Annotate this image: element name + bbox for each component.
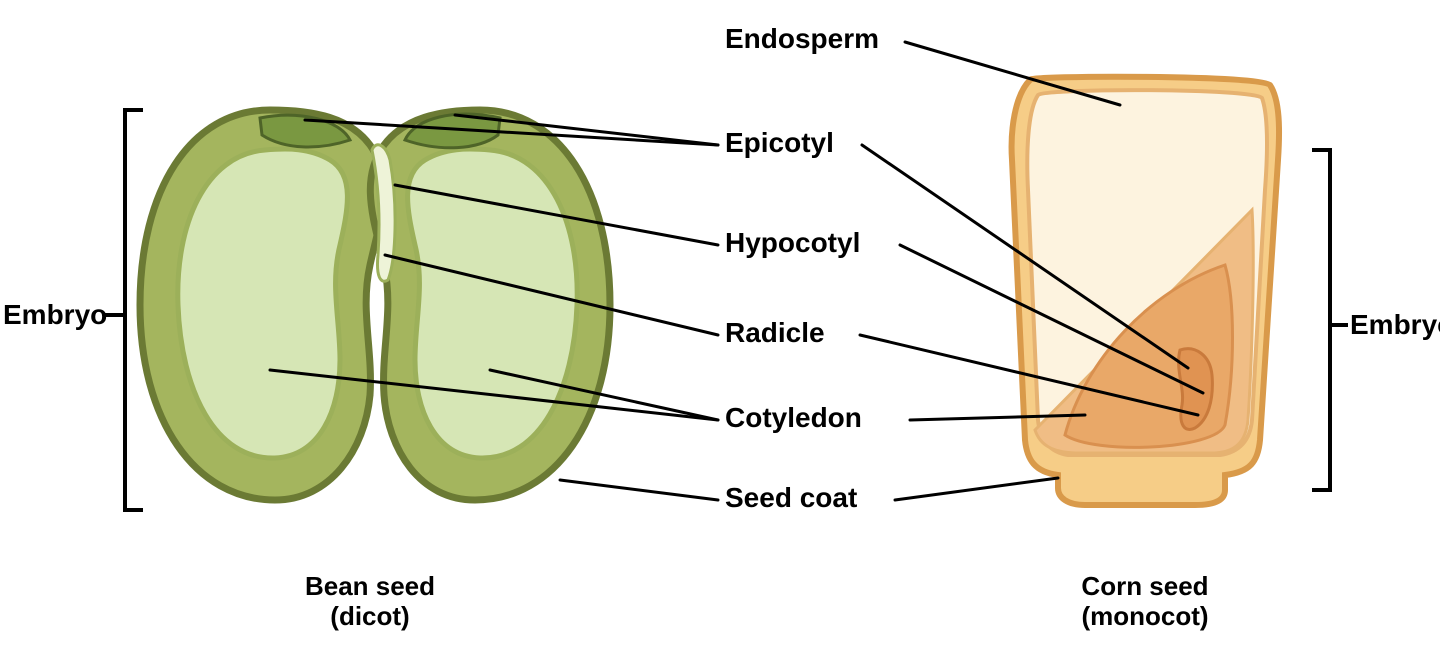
bean-seed <box>140 110 610 500</box>
bean-title-l2: (dicot) <box>330 601 409 631</box>
label-cotyledon: Cotyledon <box>725 402 862 433</box>
label-epicotyl: Epicotyl <box>725 127 834 158</box>
corn-title-l1: Corn seed <box>1081 571 1208 601</box>
label-embryo-right: Embryo <box>1350 309 1440 340</box>
label-radicle: Radicle <box>725 317 825 348</box>
label-embryo-left: Embryo <box>3 299 107 330</box>
corn-title-l2: (monocot) <box>1081 601 1208 631</box>
bean-right-inner <box>408 149 578 458</box>
bean-title-l1: Bean seed <box>305 571 435 601</box>
bean-left-inner <box>178 149 348 458</box>
seed-diagram: Endosperm Epicotyl Hypocotyl Radicle Cot… <box>0 0 1440 656</box>
label-endosperm: Endosperm <box>725 23 879 54</box>
corn-seed <box>1012 77 1279 505</box>
label-seedcoat: Seed coat <box>725 482 857 513</box>
label-hypocotyl: Hypocotyl <box>725 227 860 258</box>
